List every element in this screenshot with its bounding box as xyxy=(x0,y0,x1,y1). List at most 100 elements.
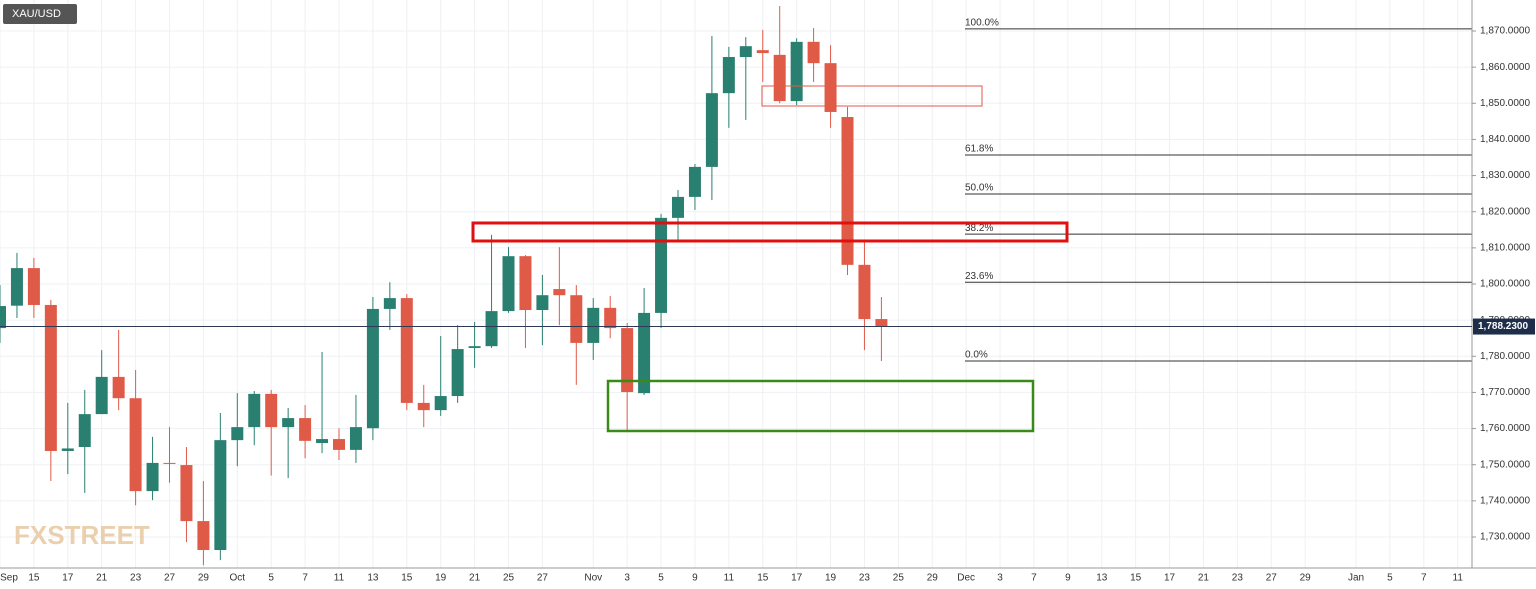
y-tick-label: 1,730.0000 xyxy=(1480,532,1530,543)
candle-body xyxy=(10,268,23,306)
last-price-label: 1,788.2300 xyxy=(1478,321,1528,332)
x-tick-label: 21 xyxy=(96,573,108,584)
candle-body xyxy=(400,298,413,403)
candle-body xyxy=(180,465,193,522)
title-badge xyxy=(3,4,77,24)
candle-body xyxy=(383,298,396,309)
candles xyxy=(0,6,888,566)
candle-body xyxy=(705,93,718,167)
x-tick-label: 7 xyxy=(1421,573,1427,584)
x-tick-label: 15 xyxy=(1130,573,1142,584)
x-tick-label: 21 xyxy=(1198,573,1210,584)
x-tick-label: 25 xyxy=(893,573,905,584)
x-tick-label: 5 xyxy=(1387,573,1393,584)
x-tick-label: 27 xyxy=(164,573,176,584)
candle-body xyxy=(333,439,345,450)
x-tick-label: 7 xyxy=(1031,573,1037,584)
candle-body xyxy=(790,41,803,102)
candle-body xyxy=(366,308,379,429)
candle-body xyxy=(78,414,91,448)
x-tick-label: 11 xyxy=(334,573,345,584)
x-tick-label: 7 xyxy=(302,573,308,584)
x-tick-label: 17 xyxy=(791,573,803,584)
candle-body xyxy=(197,521,210,551)
candle-body xyxy=(672,196,684,218)
candle-body xyxy=(638,312,651,394)
x-tick-label: 27 xyxy=(1266,573,1278,584)
y-tick-label: 1,770.0000 xyxy=(1480,387,1530,398)
candle-body xyxy=(163,462,176,464)
candle-body xyxy=(485,311,498,347)
x-tick-label: 3 xyxy=(997,573,1003,584)
candle-body xyxy=(773,54,786,102)
candle-body xyxy=(231,427,244,441)
fib-label: 23.6% xyxy=(965,271,993,282)
x-tick-label: 9 xyxy=(692,573,698,584)
candle-body xyxy=(299,418,312,441)
axes: 1,730.0000 1,740.0000 1,750.0000 1,760.0000… xyxy=(0,26,1535,584)
x-tick-label: 15 xyxy=(757,573,769,584)
x-tick-label: 29 xyxy=(927,573,939,584)
x-tick-label: 25 xyxy=(503,573,515,584)
candle-body xyxy=(587,307,600,343)
y-tick-label: 1,780.0000 xyxy=(1480,351,1530,362)
x-tick-label: 13 xyxy=(367,573,379,584)
candle-body xyxy=(502,256,515,312)
candle-body xyxy=(248,393,261,428)
candle-body xyxy=(468,346,481,348)
x-tick-label: 23 xyxy=(1232,573,1244,584)
fib-label: 0.0% xyxy=(965,350,988,361)
x-tick-label: 23 xyxy=(130,573,142,584)
x-tick-label: Nov xyxy=(584,573,602,584)
x-tick-label: 29 xyxy=(1300,573,1312,584)
x-tick-label: 17 xyxy=(1164,573,1176,584)
candle-body xyxy=(95,376,108,415)
candle-body xyxy=(688,166,701,197)
x-tick-label: 13 xyxy=(1096,573,1108,584)
candle-body xyxy=(349,427,362,450)
y-tick-label: 1,850.0000 xyxy=(1480,98,1530,109)
x-tick-label: Jan xyxy=(1348,573,1364,584)
candle-body xyxy=(417,402,430,411)
candle-body xyxy=(519,256,532,311)
zone-box xyxy=(471,221,1069,243)
x-tick-label: 23 xyxy=(859,573,871,584)
x-tick-label: 11 xyxy=(724,573,735,584)
y-tick-label: 1,810.0000 xyxy=(1480,242,1530,253)
candle-body xyxy=(553,289,566,296)
fib-label: 38.2% xyxy=(965,223,993,234)
y-tick-label: 1,870.0000 xyxy=(1480,26,1530,37)
x-tick-label: Dec xyxy=(957,573,975,584)
candle-body xyxy=(604,307,617,329)
candle-body xyxy=(621,328,634,393)
candle-body xyxy=(214,440,227,551)
candle-body xyxy=(451,349,464,397)
x-tick-label: 15 xyxy=(401,573,413,584)
y-tick-label: 1,820.0000 xyxy=(1480,206,1530,217)
candle-body xyxy=(536,295,549,311)
x-tick-label: 15 xyxy=(28,573,40,584)
candle-body xyxy=(756,50,769,54)
candle-body xyxy=(722,57,735,94)
x-tick-label: 19 xyxy=(825,573,837,584)
x-tick-label: Oct xyxy=(230,573,246,584)
candle-body xyxy=(841,117,854,265)
fib-label: 61.8% xyxy=(965,144,993,155)
watermark: FXSTREET xyxy=(14,520,150,550)
x-tick-label: 9 xyxy=(1065,573,1071,584)
candle-body xyxy=(824,63,837,112)
y-tick-label: 1,760.0000 xyxy=(1480,423,1530,434)
x-tick-label: 27 xyxy=(537,573,549,584)
x-tick-label: 5 xyxy=(268,573,274,584)
candle-body xyxy=(61,448,74,451)
x-tick-label: 11 xyxy=(1453,573,1464,584)
candle-body xyxy=(129,398,142,492)
candle-body xyxy=(807,41,820,64)
y-tick-label: 1,860.0000 xyxy=(1480,62,1530,73)
x-tick-label: 29 xyxy=(198,573,210,584)
fib-levels: 100.0% 61.8% 50.0% 38.2% 23.6% 0.0% xyxy=(965,17,1472,362)
x-tick-label: 3 xyxy=(624,573,630,584)
x-tick-label: 17 xyxy=(62,573,74,584)
